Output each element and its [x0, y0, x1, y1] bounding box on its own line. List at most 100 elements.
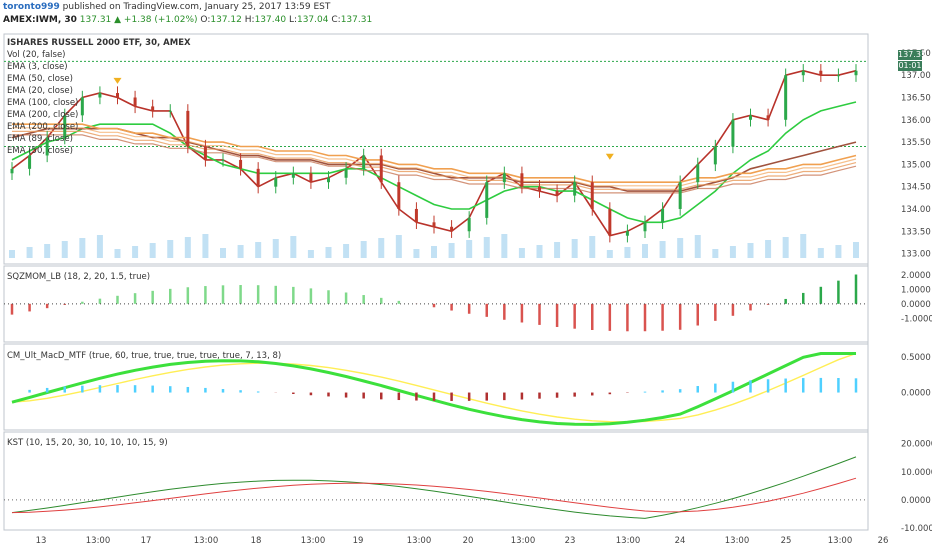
close-label: C:	[331, 15, 341, 25]
ema-line	[11, 69, 857, 237]
open-value: 137.12	[210, 15, 242, 25]
x-tick-label: 13:00	[511, 536, 536, 546]
volume-bar	[624, 247, 631, 258]
volume-bar	[448, 243, 455, 258]
x-tick-label: 17	[141, 536, 152, 546]
legend-ema-50a[interactable]: EMA (50, close)	[7, 74, 73, 84]
legend-ema-89[interactable]: EMA (89, close)	[7, 134, 73, 144]
main-series-label[interactable]: ISHARES RUSSELL 2000 ETF, 30, AMEX	[7, 38, 191, 48]
signal-triangle-icon	[605, 153, 614, 160]
volume-bar	[378, 238, 385, 258]
pane-border-0	[3, 33, 869, 265]
candle-body	[116, 93, 119, 98]
candle-body	[590, 182, 594, 209]
candle-body	[713, 146, 717, 165]
volume-bar	[149, 243, 156, 258]
kst-line	[11, 456, 857, 519]
x-tick-label: 20	[463, 536, 474, 546]
candle-body	[379, 155, 383, 183]
candle-body	[467, 217, 471, 232]
sqz-tick-label: 0.0000	[901, 300, 931, 310]
volume-bar	[501, 234, 508, 258]
price-tick-label: 136.50	[901, 94, 931, 104]
candle-body	[608, 208, 612, 236]
legend-ema-200a[interactable]: EMA (200, close)	[7, 110, 79, 120]
sqzmom-label[interactable]: SQZMOM_LB (18, 2, 20, 1.5, true)	[7, 272, 151, 282]
candle-body	[168, 110, 172, 112]
price-tick-label: 136.00	[901, 116, 931, 126]
candle-body	[274, 177, 278, 187]
volume-bar	[677, 238, 684, 258]
volume-bar	[765, 240, 772, 258]
candle-body	[80, 97, 84, 116]
candle-body	[432, 222, 436, 227]
volume-bar	[325, 247, 332, 258]
price-tick-label: 133.50	[901, 227, 931, 237]
candle-body	[731, 119, 735, 147]
volume-bar	[853, 242, 859, 258]
author-link[interactable]: toronto999	[3, 2, 60, 12]
ema-line	[12, 130, 857, 190]
volume-bar	[817, 248, 824, 258]
candle-body	[309, 173, 313, 183]
volume-bar	[800, 234, 807, 258]
candle-body	[344, 168, 348, 178]
volume-bar	[729, 246, 736, 258]
ema-line	[11, 127, 857, 192]
ema-line	[12, 134, 857, 194]
candle-body	[801, 70, 805, 76]
price-tick-label: 133.00	[901, 250, 931, 260]
volume-bar	[554, 242, 561, 258]
candle-body	[203, 146, 207, 160]
candle-body	[696, 164, 700, 183]
sqz-tick-label: -1.0000	[901, 314, 932, 324]
candle-body	[502, 173, 506, 183]
legend-ema-200b[interactable]: EMA (200, close)	[7, 122, 79, 132]
countdown-badge: 01:01	[898, 61, 922, 71]
candle-body	[98, 93, 102, 98]
volume-bar	[167, 240, 174, 258]
volume-bar	[184, 237, 191, 258]
volume-bar	[44, 244, 51, 258]
volume-bar	[307, 250, 314, 258]
price-tick-label: 134.50	[901, 183, 931, 193]
candle-body	[239, 159, 243, 169]
volume-bar	[712, 249, 719, 258]
candle-body	[678, 182, 682, 209]
volume-bar	[26, 247, 33, 258]
legend-ema-20[interactable]: EMA (20, close)	[7, 86, 73, 96]
x-tick-label: 13:00	[828, 536, 853, 546]
high-label: H:	[244, 15, 255, 25]
candle-body	[186, 110, 190, 147]
volume-bar	[79, 238, 86, 258]
legend-vol[interactable]: Vol (20, false)	[7, 50, 66, 60]
legend-ema-100[interactable]: EMA (100, close)	[7, 98, 79, 108]
volume-bar	[360, 241, 367, 258]
volume-bar	[782, 237, 789, 258]
legend-ema-50b[interactable]: EMA (50, close)	[7, 146, 73, 156]
legend-ema-3[interactable]: EMA (3, close)	[7, 62, 68, 72]
candle-body	[749, 115, 752, 120]
volume-bar	[431, 246, 437, 258]
candle-body	[362, 155, 366, 169]
signal-triangle-icon	[113, 77, 122, 84]
kst-tick-label: 20.0000	[901, 440, 932, 450]
macd-label[interactable]: CM_Ult_MacD_MTF (true, 60, true, true, t…	[7, 351, 282, 361]
volume-bar	[96, 235, 103, 258]
volume-bar	[536, 245, 543, 258]
volume-bar	[272, 239, 279, 258]
volume-bar	[202, 234, 209, 258]
volume-bar	[9, 250, 15, 258]
publish-header: toronto999 published on TradingView.com,…	[3, 2, 330, 12]
candle-body	[784, 75, 788, 120]
ema-line	[11, 101, 857, 224]
low-value: 137.04	[296, 15, 329, 25]
macd-tick-label: 0.0000	[901, 389, 931, 399]
volume-bar	[466, 240, 473, 258]
low-label: L:	[288, 15, 297, 25]
candle-body	[643, 222, 647, 232]
kst-label[interactable]: KST (10, 15, 20, 30, 10, 10, 10, 15, 9)	[7, 438, 168, 448]
volume-bar	[413, 249, 420, 258]
candle-body	[661, 208, 665, 223]
